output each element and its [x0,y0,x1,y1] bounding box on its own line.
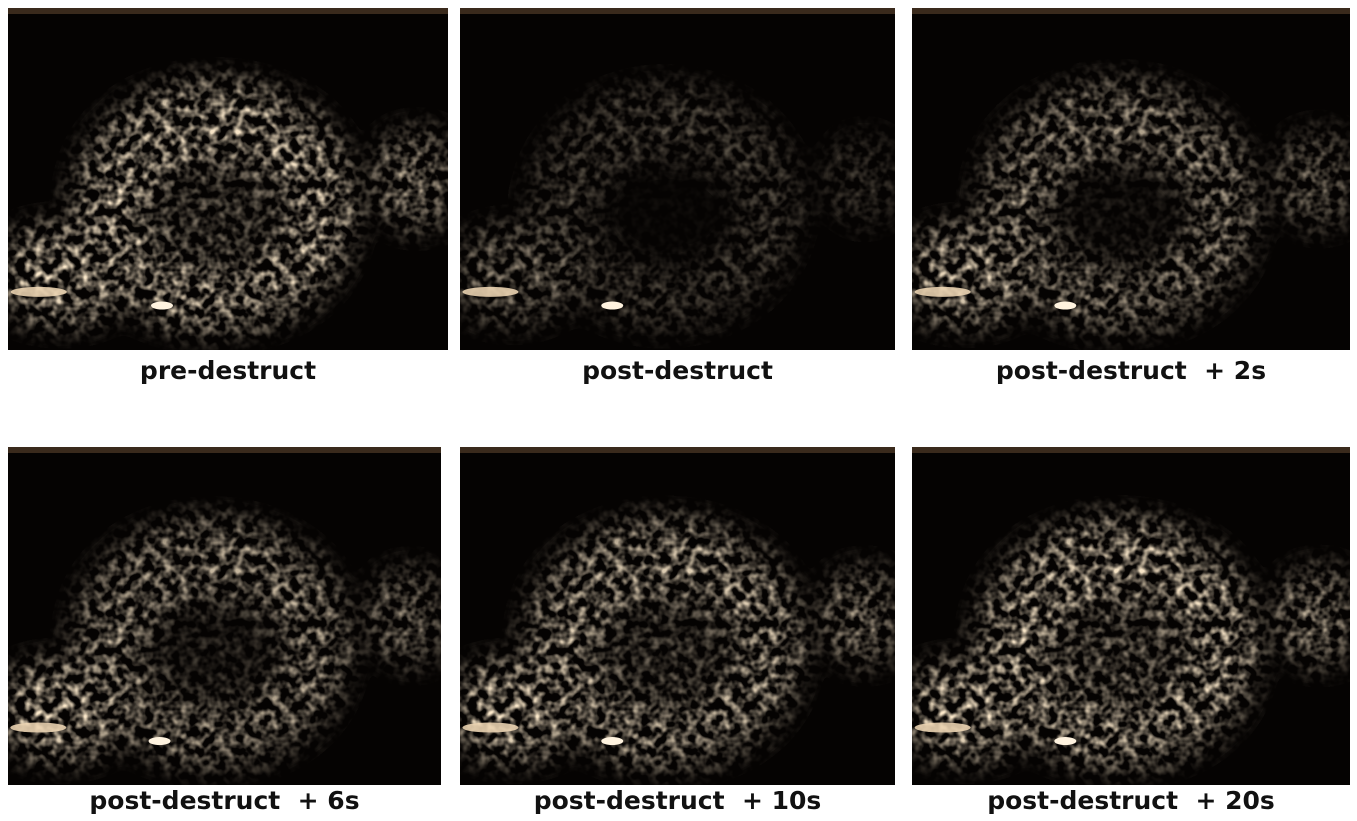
ultrasound-image [8,447,441,785]
speckle [912,447,1350,785]
panel-label: post-destruct + 20s [912,786,1350,815]
speckle [460,8,895,350]
image [912,447,1350,785]
bright-band [10,723,66,733]
image [460,8,895,350]
speckle [460,447,895,785]
ultrasound-image [912,8,1350,350]
bright-spot [1054,302,1076,310]
ultrasound-image [8,8,448,350]
speckle [912,8,1350,350]
image [460,447,895,785]
ultrasound-image [460,8,895,350]
panel-label: post-destruct + 6s [8,786,441,815]
image [912,8,1350,350]
bright-spot [1054,737,1076,745]
panel-label: post-destruct [460,356,895,385]
figure: pre-destruct post-destruct post-destruct +… [0,0,1357,821]
bright-spot [601,737,623,745]
bright-band [462,723,518,733]
bright-spot [151,302,173,310]
speckle [8,8,448,350]
panel-label: post-destruct + 2s [912,356,1350,385]
bright-spot [149,737,171,745]
bright-band [915,287,971,297]
panel-label: pre-destruct [8,356,448,385]
speckle [8,447,441,785]
bright-spot [601,302,623,310]
bright-band [915,723,971,733]
panel-label: post-destruct + 10s [460,786,895,815]
image [8,8,448,350]
bright-band [11,287,67,297]
bright-band [462,287,518,297]
image [8,447,441,785]
ultrasound-image [912,447,1350,785]
ultrasound-image [460,447,895,785]
